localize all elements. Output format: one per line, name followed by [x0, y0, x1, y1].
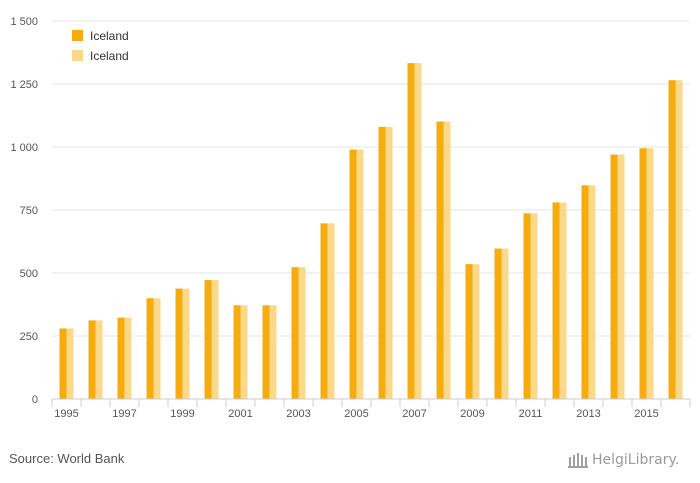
x-tick-label: 1997: [112, 408, 136, 420]
x-tick-label: 2009: [460, 408, 484, 420]
bar-1995-series-1: [59, 328, 67, 399]
bar-2012-series-1: [552, 202, 560, 399]
bar-1997-series-2: [124, 317, 132, 399]
bar-2005-series-2: [356, 149, 364, 399]
legend-swatch: [72, 50, 83, 61]
helgilibrary-logo: HelgiLibrary.: [568, 450, 679, 470]
bar-2001-series-1: [233, 305, 241, 399]
bar-chart: 0 250 500 750 1 000 1 250 1 500 1995 1997 1999 20…: [10, 16, 691, 420]
bar-2007-series-1: [407, 63, 415, 400]
x-axis: 1995 1997 1999 2001 2003 2005 2007 2009 2011 2013…: [51, 398, 691, 420]
y-tick-label: 250: [20, 331, 38, 343]
legend: Iceland Iceland: [72, 29, 129, 63]
bar-2016-series-2: [675, 80, 683, 399]
bar-2002-series-2: [269, 305, 277, 399]
x-tick-label: 1995: [54, 408, 78, 420]
bar-2015-series-2: [646, 148, 654, 399]
bars: [59, 63, 683, 400]
x-tick-label: 2011: [519, 408, 543, 420]
bar-2015-series-1: [639, 148, 647, 399]
x-tick-label: 1999: [170, 408, 194, 420]
bar-2011-series-1: [523, 213, 531, 399]
bar-2006-series-2: [385, 126, 393, 399]
bar-2004-series-2: [327, 223, 335, 399]
bar-2013-series-1: [581, 185, 589, 399]
y-tick-label: 1 500: [10, 16, 38, 28]
bar-1998-series-1: [146, 298, 154, 399]
logo-text: HelgiLibrary.: [592, 452, 680, 468]
bar-2013-series-2: [588, 185, 596, 399]
bar-1996-series-2: [95, 320, 103, 399]
y-tick-label: 1 250: [10, 79, 38, 91]
bar-2016-series-1: [668, 80, 676, 399]
bar-2009-series-1: [465, 264, 473, 399]
bar-2004-series-1: [320, 223, 328, 399]
bar-2003-series-2: [298, 267, 306, 399]
bar-2003-series-1: [291, 267, 299, 399]
x-tick-label: 2001: [228, 408, 252, 420]
bar-2006-series-1: [378, 126, 386, 399]
bar-2011-series-2: [530, 213, 538, 399]
bar-1995-series-2: [66, 328, 74, 399]
bar-2012-series-2: [559, 202, 567, 399]
bar-2010-series-1: [494, 248, 502, 399]
y-tick-label: 1 000: [10, 142, 38, 154]
bar-2001-series-2: [240, 305, 248, 399]
bar-1996-series-1: [88, 320, 96, 399]
x-tick-label: 2013: [576, 408, 600, 420]
x-tick-label: 2003: [286, 408, 310, 420]
y-tick-label: 0: [32, 394, 38, 406]
legend-label: Iceland: [90, 49, 129, 63]
x-tick-label: 2015: [634, 408, 658, 420]
bar-2002-series-1: [262, 305, 270, 399]
bar-2008-series-2: [443, 121, 451, 399]
x-tick-label: 2005: [344, 408, 368, 420]
bar-1997-series-1: [117, 317, 125, 399]
bar-2014-series-2: [617, 154, 625, 399]
legend-swatch: [72, 30, 83, 41]
bar-1998-series-2: [153, 298, 161, 399]
logo-mark-icon: [568, 453, 588, 468]
x-tick-label: 2007: [402, 408, 426, 420]
bar-2014-series-1: [610, 154, 618, 399]
bar-2007-series-2: [414, 63, 422, 400]
y-tick-label: 500: [20, 268, 38, 280]
bar-1999-series-2: [182, 288, 190, 399]
bar-2009-series-2: [472, 264, 480, 399]
bar-2000-series-2: [211, 280, 219, 399]
bar-2010-series-2: [501, 248, 509, 399]
y-axis-tick-labels: 0 250 500 750 1 000 1 250 1 500: [10, 16, 38, 406]
bar-2005-series-1: [349, 149, 357, 399]
bar-2000-series-1: [204, 280, 212, 399]
bar-2008-series-1: [436, 121, 444, 399]
legend-label: Iceland: [90, 29, 129, 43]
y-tick-label: 750: [20, 205, 38, 217]
bar-1999-series-1: [175, 288, 183, 399]
source-note: Source: World Bank: [9, 451, 125, 466]
